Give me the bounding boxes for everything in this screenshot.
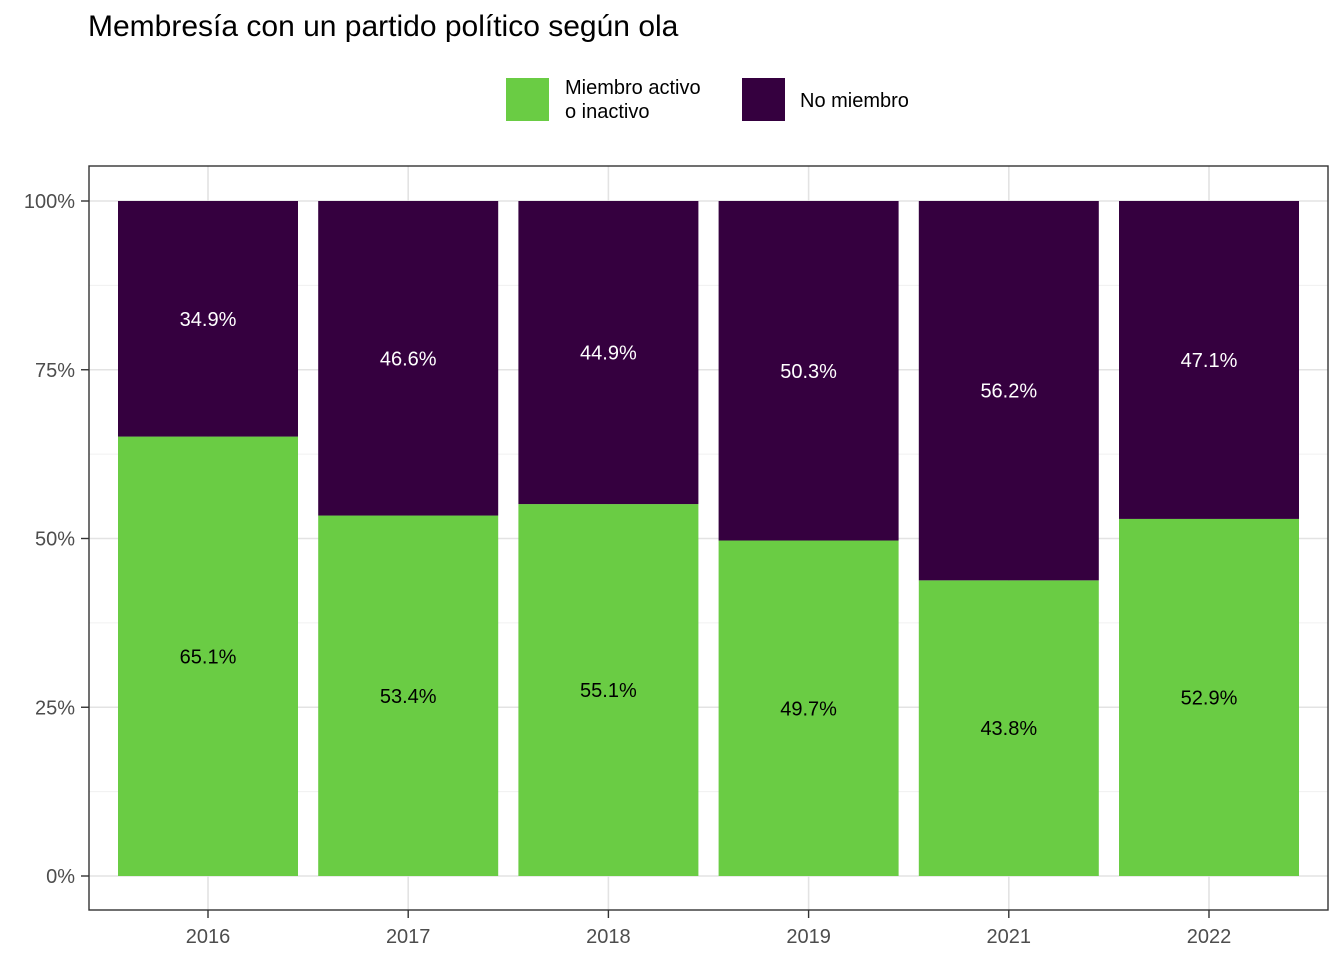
x-tick-label: 2017 — [386, 926, 431, 948]
legend-swatch-miembro — [506, 78, 549, 121]
y-tick-label: 75% — [35, 360, 75, 382]
bar-no-miembro-2017 — [318, 201, 499, 516]
data-label-miembro-2021: 43.8% — [980, 718, 1037, 740]
data-label-no-miembro-2016: 34.9% — [180, 309, 237, 331]
bar-miembro-2018 — [518, 504, 699, 876]
y-tick-label: 100% — [24, 191, 75, 213]
bar-miembro-2016 — [118, 436, 298, 876]
data-label-miembro-2022: 52.9% — [1181, 687, 1238, 709]
data-label-no-miembro-2022: 47.1% — [1181, 350, 1238, 372]
x-tick-label: 2022 — [1187, 926, 1232, 948]
x-tick-label: 2021 — [987, 926, 1032, 948]
data-label-miembro-2018: 55.1% — [580, 680, 637, 702]
legend-label-no-miembro: No miembro — [800, 90, 909, 112]
bar-no-miembro-2021 — [918, 201, 1099, 581]
bar-miembro-2021 — [918, 580, 1099, 876]
bar-no-miembro-2016 — [118, 201, 298, 437]
x-tick-label: 2016 — [186, 926, 231, 948]
x-tick-label: 2018 — [586, 926, 631, 948]
data-label-no-miembro-2018: 44.9% — [580, 343, 637, 365]
data-label-miembro-2016: 65.1% — [180, 646, 237, 668]
data-label-no-miembro-2021: 56.2% — [980, 381, 1037, 403]
bar-no-miembro-2018 — [518, 201, 699, 505]
data-label-miembro-2019: 49.7% — [780, 698, 837, 720]
bar-miembro-2022 — [1119, 518, 1299, 876]
legend-swatch-no-miembro — [742, 78, 785, 121]
bar-miembro-2017 — [318, 515, 499, 876]
data-label-no-miembro-2017: 46.6% — [380, 348, 437, 370]
bar-no-miembro-2022 — [1119, 201, 1299, 519]
data-label-miembro-2017: 53.4% — [380, 686, 437, 708]
bar-no-miembro-2019 — [718, 201, 899, 541]
y-tick-label: 0% — [46, 866, 75, 888]
chart-title: Membresía con un partido político según … — [88, 10, 679, 43]
bar-miembro-2019 — [718, 540, 899, 876]
y-tick-label: 50% — [35, 529, 75, 551]
legend-label-miembro: Miembro activo o inactivo — [565, 77, 701, 123]
y-tick-label: 25% — [35, 697, 75, 719]
x-tick-label: 2019 — [786, 926, 831, 948]
data-label-no-miembro-2019: 50.3% — [780, 361, 837, 383]
